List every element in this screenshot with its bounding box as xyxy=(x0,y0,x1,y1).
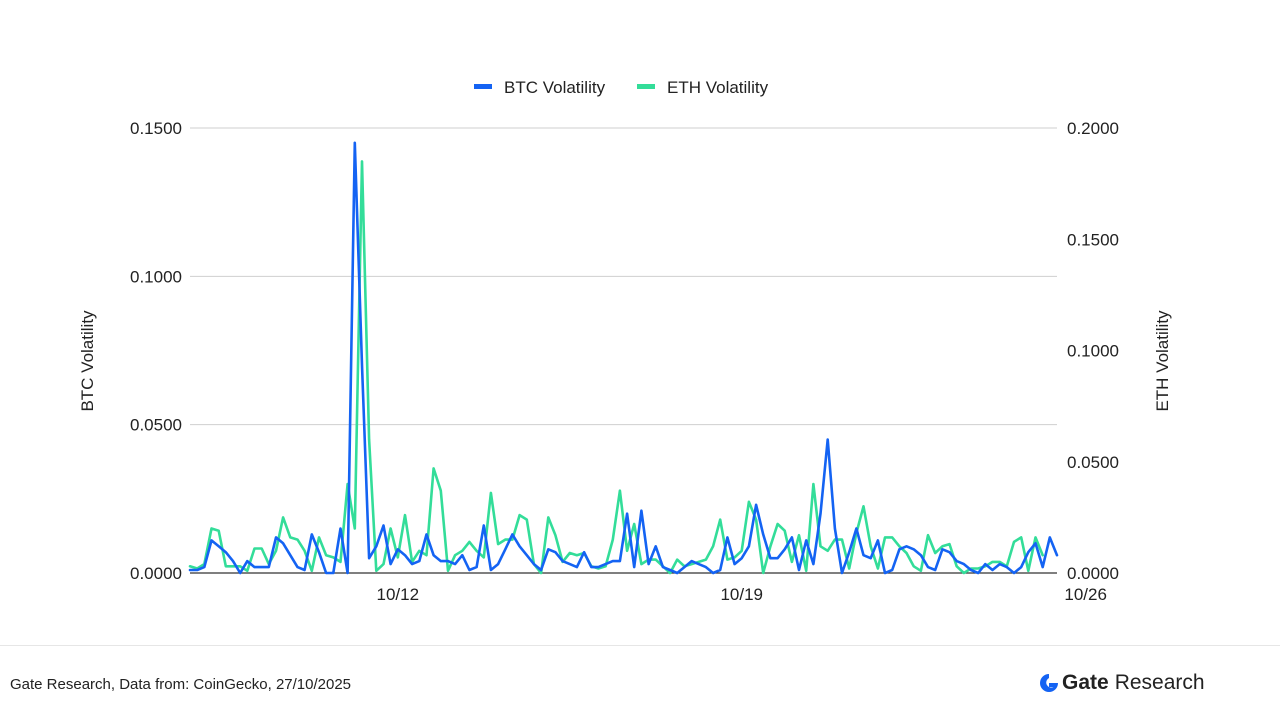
series-line-btc xyxy=(188,141,1059,575)
series-line-eth xyxy=(188,160,1044,575)
chart-legend: BTC Volatility ETH Volatility xyxy=(474,78,769,97)
x-axis-ticks: 10/12 10/19 10/26 xyxy=(377,585,1107,604)
x-tick-label: 10/26 xyxy=(1064,585,1107,604)
grid-lines xyxy=(190,127,1057,574)
left-tick-label: 0.0000 xyxy=(130,564,182,583)
legend-label-btc: BTC Volatility xyxy=(504,78,606,97)
volatility-chart: BTC Volatility ETH Volatility 0.0000 0.05… xyxy=(78,78,1172,604)
right-axis-ticks: 0.0000 0.0500 0.1000 0.1500 0.2000 xyxy=(1067,119,1119,583)
source-note: Gate Research, Data from: CoinGecko, 27/… xyxy=(10,676,352,693)
legend-swatch-btc xyxy=(474,84,492,89)
left-axis-title: BTC Volatility xyxy=(78,310,97,412)
legend-swatch-eth xyxy=(637,84,655,89)
right-axis-title: ETH Volatility xyxy=(1153,310,1172,412)
right-tick-label: 0.0500 xyxy=(1067,453,1119,472)
right-tick-label: 0.0000 xyxy=(1067,564,1119,583)
x-tick-label: 10/19 xyxy=(720,585,763,604)
brand-name: Gate xyxy=(1062,671,1109,694)
left-axis-ticks: 0.0000 0.0500 0.1000 0.1500 xyxy=(130,119,182,583)
footer-divider xyxy=(0,645,1280,646)
left-tick-label: 0.0500 xyxy=(130,416,182,435)
x-tick-label: 10/12 xyxy=(377,585,420,604)
brand-logo: Gate Research xyxy=(1038,671,1205,695)
left-tick-label: 0.1500 xyxy=(130,119,182,138)
right-tick-label: 0.1000 xyxy=(1067,342,1119,361)
brand-suffix: Research xyxy=(1114,671,1205,694)
series-lines xyxy=(188,141,1059,575)
left-tick-label: 0.1000 xyxy=(130,267,182,286)
right-tick-label: 0.2000 xyxy=(1067,119,1119,138)
legend-label-eth: ETH Volatility xyxy=(667,78,769,97)
gate-logo-icon xyxy=(1040,674,1058,692)
right-tick-label: 0.1500 xyxy=(1067,230,1119,249)
